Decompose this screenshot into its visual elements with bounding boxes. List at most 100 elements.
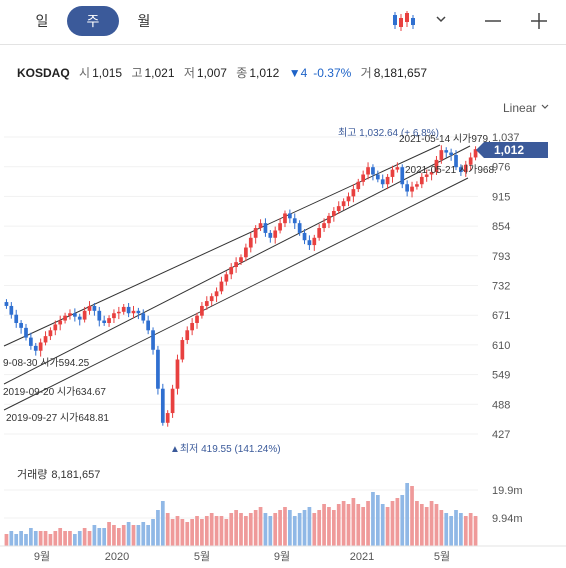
candle-body <box>415 184 419 187</box>
candle-body <box>424 174 429 177</box>
close-label: 종 <box>236 66 248 80</box>
volume-bar <box>165 513 170 546</box>
channel-line <box>3 177 469 411</box>
y-tick-label: 427 <box>492 429 510 441</box>
y-tick-label: 793 <box>492 251 510 263</box>
candle-body <box>190 322 194 331</box>
plus-icon[interactable] <box>526 6 552 36</box>
volume-bar <box>43 531 48 546</box>
y-tick-label: 671 <box>492 310 510 322</box>
volume-bar <box>19 531 23 546</box>
volume-bar <box>283 507 287 546</box>
candle-body <box>121 306 126 312</box>
volume-bar <box>33 531 38 546</box>
candle-body <box>297 223 302 233</box>
trend-channel <box>3 144 471 411</box>
volume-bar <box>434 504 439 546</box>
y-tick-label: 915 <box>492 191 510 203</box>
x-tick-label: 2020 <box>105 551 129 563</box>
candle-body <box>375 174 380 180</box>
volume-bar <box>175 516 180 546</box>
volume-bar <box>146 525 151 546</box>
volume-title: 거래량 8,181,657 <box>17 466 100 482</box>
x-tick-label: 2021 <box>350 551 374 563</box>
candlestick-icon[interactable] <box>388 6 418 36</box>
chevron-down-icon-glyph <box>436 16 446 23</box>
candle-body <box>146 320 151 331</box>
volume-bar <box>156 510 160 546</box>
volume-bar <box>400 495 405 546</box>
candle-body <box>351 189 356 197</box>
candle-body <box>112 313 116 319</box>
volume-bar <box>366 501 370 546</box>
candle-body <box>185 330 190 341</box>
candle-body <box>459 167 463 173</box>
candle-body <box>116 311 121 314</box>
volume-bar <box>346 504 351 546</box>
candle-body <box>454 155 458 168</box>
volume-title-value: 8,181,657 <box>51 469 101 481</box>
high-label: 고 <box>131 66 143 80</box>
candle-body <box>82 310 87 320</box>
volume-bar <box>419 504 424 546</box>
volume-bar <box>151 519 155 546</box>
price-axis: 1,037 976 915 854 793 732 671 610 549 488 427 <box>492 132 520 441</box>
candle-body <box>444 150 449 153</box>
candle-body <box>4 302 9 306</box>
y-tick-label: 854 <box>492 221 510 233</box>
volume-bar <box>209 513 214 546</box>
candle-body <box>322 223 326 229</box>
candle-body <box>336 206 341 212</box>
candle-body <box>24 327 28 338</box>
volume-bar <box>244 516 248 546</box>
tab-daily[interactable]: 일 <box>35 13 49 29</box>
candle-body <box>68 313 72 316</box>
candle-body <box>224 274 229 282</box>
quote-summary: KOSDAQ 시 1,015 고 1,021 저 1,007 종 1,012 ▼4 -0.… <box>17 64 433 81</box>
candle-body <box>400 167 405 185</box>
volume-bar <box>82 528 87 546</box>
volume-bar <box>327 507 331 546</box>
volume-bar <box>112 525 116 546</box>
candle-body <box>395 167 400 170</box>
candle-body <box>463 164 468 173</box>
candle-body <box>385 176 390 185</box>
candle-body <box>429 172 434 175</box>
x-tick-label: 9월 <box>274 550 290 563</box>
volume-bar <box>385 507 390 546</box>
volume-bar <box>351 498 356 546</box>
candle-body <box>419 176 424 185</box>
tab-monthly[interactable]: 월 <box>137 13 151 29</box>
volume-bar <box>107 522 111 546</box>
close-value: 1,012 <box>249 66 280 80</box>
volume-series: 19.9m 9.94m <box>4 483 523 546</box>
volume-bar <box>141 522 146 546</box>
volume-bar <box>459 513 463 546</box>
candlestick-series <box>4 145 478 427</box>
volume-label: 거 <box>360 66 372 80</box>
candle-body <box>258 223 263 229</box>
volume-bar <box>273 513 278 546</box>
change-percent: -0.37% <box>313 66 352 80</box>
candle-body <box>48 330 53 337</box>
scale-mode-dropdown[interactable]: Linear <box>503 101 550 115</box>
minus-icon[interactable] <box>480 6 506 36</box>
candle-body <box>268 232 273 238</box>
volume-bar <box>390 501 395 546</box>
candle-body <box>102 320 107 323</box>
change-value: ▼4 <box>288 66 308 80</box>
minus-icon-glyph <box>485 20 501 22</box>
tab-weekly[interactable]: 주 <box>67 6 119 36</box>
y-tick-label: 1,037 <box>492 132 520 144</box>
volume-bar <box>292 516 297 546</box>
chevron-down-icon[interactable] <box>428 6 454 36</box>
volume-bar <box>444 513 449 546</box>
candle-body <box>180 340 185 360</box>
volume-bar <box>219 516 224 546</box>
volume-bar <box>48 534 53 546</box>
candle-body <box>234 262 238 267</box>
volume-bar <box>278 510 282 546</box>
volume-bar <box>361 507 366 546</box>
annotation-2019-09-27: 2019-09-27 시가648.81 <box>6 412 109 424</box>
